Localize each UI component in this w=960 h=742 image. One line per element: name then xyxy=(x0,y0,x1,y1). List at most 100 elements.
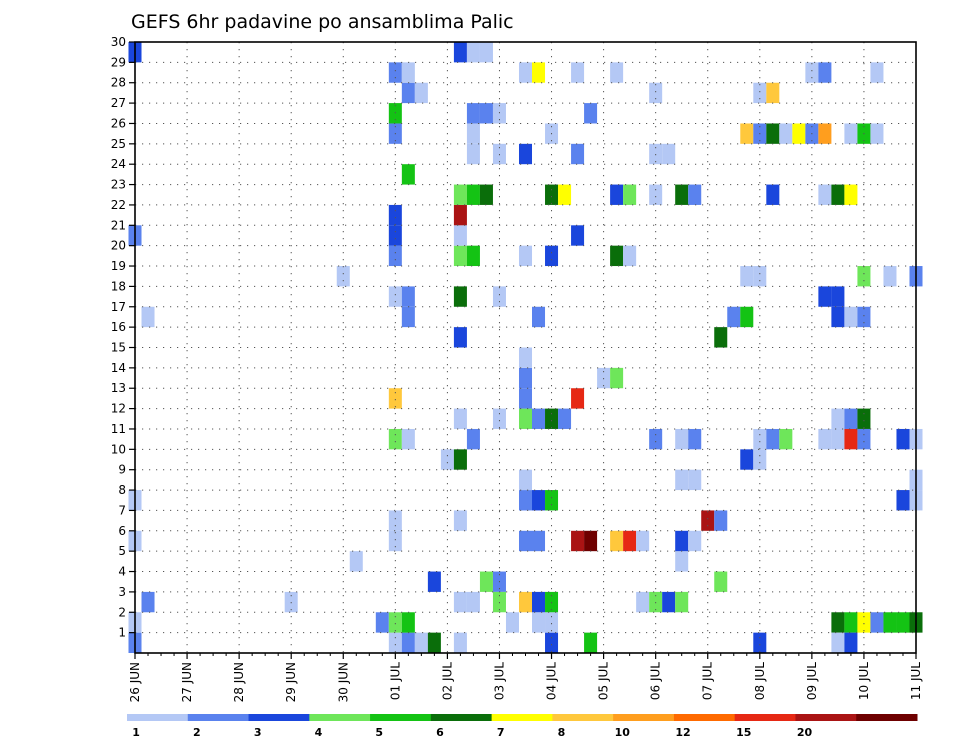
x-tick-label: 27 JUN xyxy=(180,662,194,702)
heatmap-cell xyxy=(844,306,858,328)
heatmap-cell xyxy=(532,612,546,633)
colorbar-segment xyxy=(309,714,371,721)
heatmap-cell xyxy=(532,591,546,613)
heatmap-cell xyxy=(584,530,598,552)
heatmap-cell xyxy=(857,266,871,287)
heatmap-cell xyxy=(636,591,650,613)
heatmap-cell xyxy=(466,103,480,124)
heatmap-cell xyxy=(388,103,402,124)
heatmap-cell xyxy=(453,245,467,267)
heatmap-cell xyxy=(518,367,533,389)
y-tick-label: 3 xyxy=(118,585,126,599)
y-tick-label: 4 xyxy=(118,565,126,579)
y-tick-label: 8 xyxy=(118,483,126,497)
colorbar-level-label: 1 xyxy=(132,726,140,739)
heatmap-cell xyxy=(401,428,415,450)
heatmap-cell xyxy=(453,632,467,653)
heatmap-cell xyxy=(466,42,480,63)
heatmap-cell xyxy=(766,82,780,104)
colorbar-segment xyxy=(795,714,857,721)
heatmap-cell xyxy=(440,449,454,470)
colorbar-segment xyxy=(856,714,918,721)
heatmap-cell xyxy=(388,225,402,246)
heatmap-cell xyxy=(532,408,546,429)
heatmap-cell xyxy=(675,551,689,572)
heatmap-cell xyxy=(831,286,845,307)
y-tick-label: 2 xyxy=(118,605,126,619)
heatmap-cell xyxy=(453,408,467,429)
heatmap-cell xyxy=(675,184,689,205)
heatmap-cell xyxy=(844,123,858,144)
heatmap-cell xyxy=(388,62,402,83)
heatmap-cell xyxy=(466,184,480,205)
x-tick-label: 10 JUL xyxy=(857,662,871,700)
heatmap-cell xyxy=(466,123,480,144)
heatmap-cell xyxy=(727,306,741,328)
heatmap-cell xyxy=(792,123,806,144)
x-tick-label: 04 JUL xyxy=(545,662,559,700)
x-tick-label: 26 JUN xyxy=(128,662,142,702)
heatmap-cell xyxy=(766,123,780,144)
colorbar-level-label: 6 xyxy=(436,726,444,739)
heatmap-cell xyxy=(571,62,585,83)
y-tick-label: 13 xyxy=(111,381,126,395)
x-tick-label: 11 JUL xyxy=(909,662,923,700)
heatmap-cell xyxy=(518,62,533,83)
colorbar-level-label: 3 xyxy=(254,726,262,739)
heatmap-cell xyxy=(740,449,754,470)
x-tick-label: 02 JUL xyxy=(440,662,454,700)
heatmap-cell xyxy=(141,306,155,328)
y-axis: 1234567891011121314151617181920212223242… xyxy=(111,35,135,640)
colorbar-level-label: 5 xyxy=(375,726,383,739)
y-tick-label: 18 xyxy=(111,279,126,293)
heatmap-cell xyxy=(675,469,689,491)
heatmap-cell xyxy=(818,62,832,83)
heatmap-cell xyxy=(766,428,780,450)
heatmap-cell xyxy=(623,245,637,267)
y-tick-label: 7 xyxy=(118,503,126,517)
heatmap-cell xyxy=(753,82,767,104)
y-tick-label: 6 xyxy=(118,524,126,538)
heatmap-cell xyxy=(753,449,767,470)
colorbar-level-label: 2 xyxy=(193,726,201,739)
heatmap-cell xyxy=(649,82,663,104)
heatmap-cell xyxy=(466,428,480,450)
heatmap-cell xyxy=(779,123,793,144)
heatmap-cell xyxy=(518,530,533,552)
heatmap-cell xyxy=(427,571,441,592)
heatmap-cell xyxy=(479,184,493,205)
y-tick-label: 12 xyxy=(111,402,126,416)
heatmap-cell xyxy=(753,632,767,653)
heatmap-cell xyxy=(453,510,467,531)
heatmap-cell xyxy=(388,204,402,226)
heatmap-cell xyxy=(701,510,715,531)
y-tick-label: 22 xyxy=(111,198,126,212)
x-axis: 26 JUN 27 JUN 28 JUN 29 JUN 30 JUN 01 JUL 02 J… xyxy=(128,653,923,702)
heatmap-cell xyxy=(662,143,676,165)
heatmap-cell xyxy=(844,428,858,450)
heatmap-cell xyxy=(518,245,533,267)
heatmap-cell xyxy=(883,266,897,287)
x-tick-label: 01 JUL xyxy=(388,662,402,700)
heatmap-cell xyxy=(545,408,559,429)
heatmap-cell xyxy=(714,571,728,592)
heatmap-cell xyxy=(571,388,585,409)
heatmap-cell xyxy=(584,103,598,124)
heatmap-cell xyxy=(779,428,793,450)
heatmap-cell xyxy=(545,184,559,205)
colorbar-level-label: 20 xyxy=(797,726,813,739)
x-tick-label: 03 JUL xyxy=(492,662,506,700)
y-tick-label: 1 xyxy=(118,626,126,640)
heatmap-cell xyxy=(532,306,546,328)
y-tick-label: 20 xyxy=(111,239,126,253)
heatmap-cell xyxy=(818,123,832,144)
heatmap-cell xyxy=(479,103,493,124)
y-tick-label: 28 xyxy=(111,76,126,90)
heatmap-cell xyxy=(532,62,546,83)
heatmap-cell xyxy=(466,245,480,267)
heatmap-cell xyxy=(857,408,871,429)
heatmap-cell xyxy=(479,571,493,592)
heatmap-cell xyxy=(492,103,506,124)
heatmap-cell xyxy=(492,408,506,429)
